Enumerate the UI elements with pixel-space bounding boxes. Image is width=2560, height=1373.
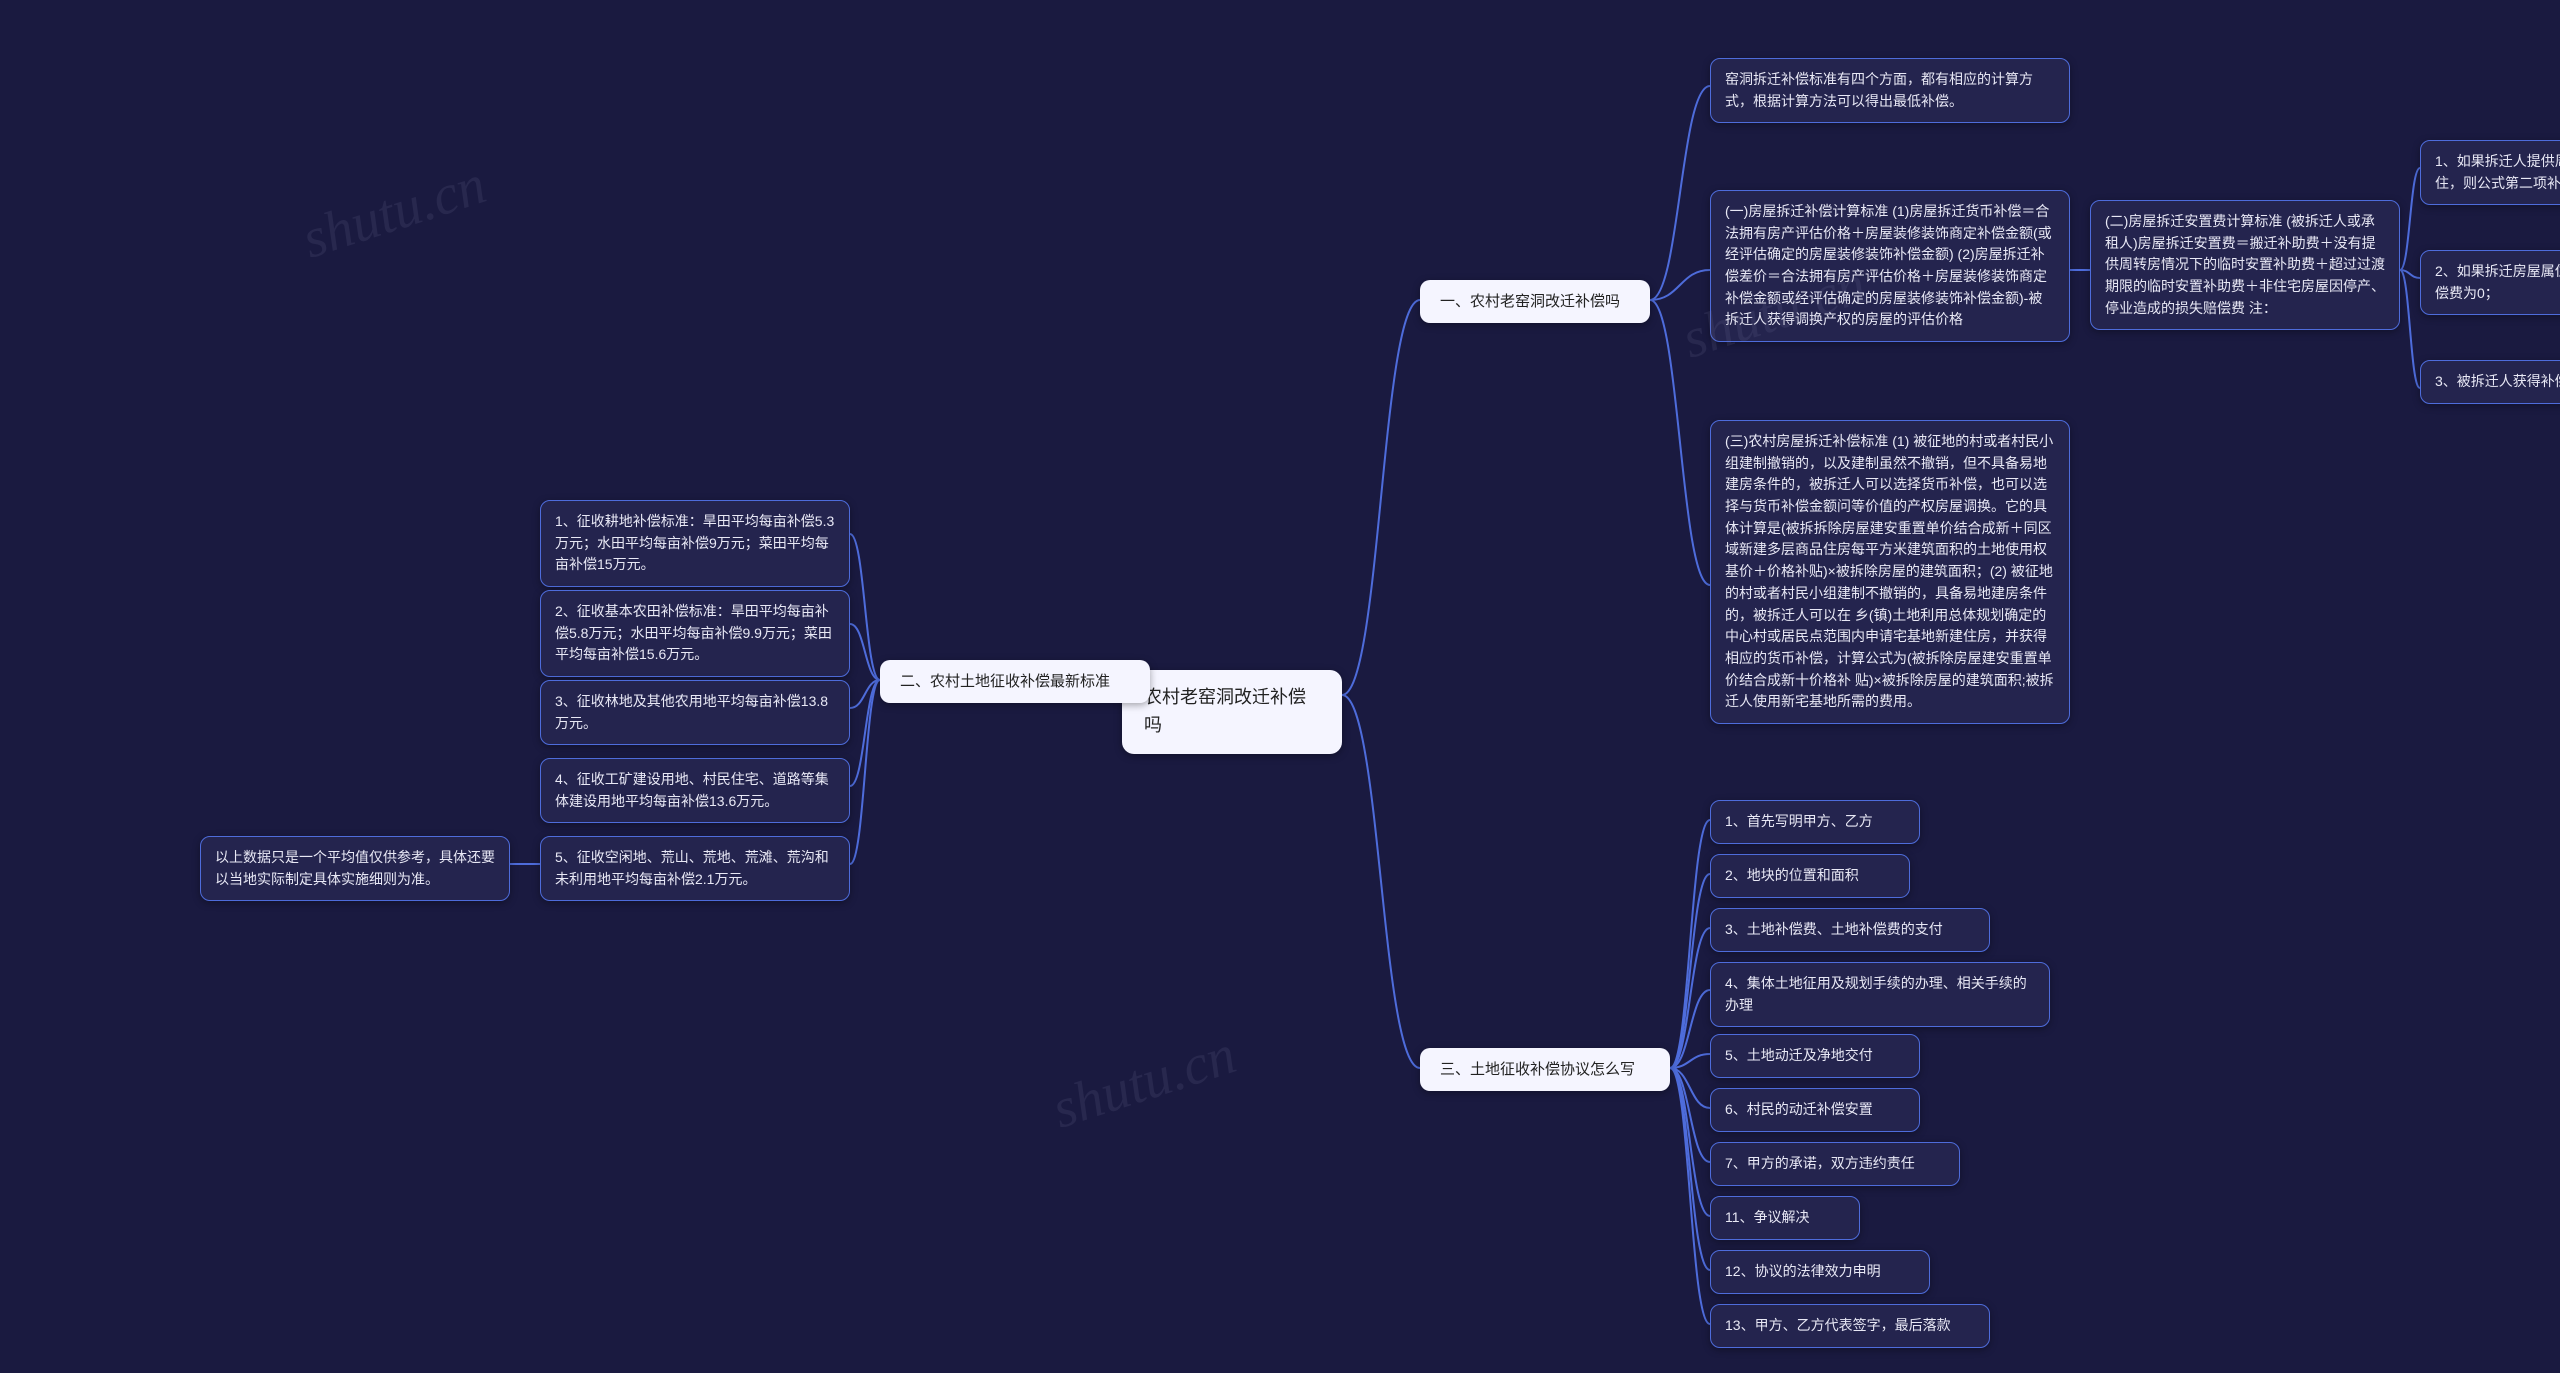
leaf-node: 6、村民的动迁补偿安置	[1710, 1088, 1920, 1132]
branch-node-label: 二、农村土地征收补偿最新标准	[900, 673, 1110, 690]
leaf-node-label: 4、征收工矿建设用地、村民住宅、道路等集体建设用地平均每亩补偿13.6万元。	[555, 771, 829, 809]
leaf-node-label: 4、集体土地征用及规划手续的办理、相关手续的办理	[1725, 975, 2027, 1013]
leaf-node: 11、争议解决	[1710, 1196, 1860, 1240]
leaf-node-label: 2、地块的位置和面积	[1725, 867, 1859, 883]
leaf-node-label: 2、如果拆迁房屋属住宅房屋，则公式第四项赔偿费为0；	[2435, 263, 2560, 301]
root-node: 农村老窑洞改迁补偿吗	[1122, 670, 1342, 754]
branch-node-label: 一、农村老窑洞改迁补偿吗	[1440, 293, 1620, 310]
leaf-node-label: 5、征收空闲地、荒山、荒地、荒滩、荒沟和未利用地平均每亩补偿2.1万元。	[555, 849, 829, 887]
leaf-node: 5、土地动迁及净地交付	[1710, 1034, 1920, 1078]
leaf-node: 1、征收耕地补偿标准：旱田平均每亩补偿5.3万元；水田平均每亩补偿9万元；菜田平…	[540, 500, 850, 587]
leaf-node-label: 13、甲方、乙方代表签字，最后落款	[1725, 1317, 1951, 1333]
leaf-node: 3、土地补偿费、土地补偿费的支付	[1710, 908, 1990, 952]
leaf-node-label: (二)房屋拆迁安置费计算标准 (被拆迁人或承租人)房屋拆迁安置费＝搬迁补助费＋没…	[2105, 213, 2385, 316]
leaf-node-label: 2、征收基本农田补偿标准：旱田平均每亩补偿5.8万元；水田平均每亩补偿9.9万元…	[555, 603, 832, 662]
leaf-node-label: 窑洞拆迁补偿标准有四个方面，都有相应的计算方式，根据计算方法可以得出最低补偿。	[1725, 71, 2033, 109]
leaf-node: (三)农村房屋拆迁补偿标准 (1) 被征地的村或者村民小组建制撤销的，以及建制虽…	[1710, 420, 2070, 724]
leaf-node-label: 1、如果拆迁人提供周转房且拆迁房屋使用人居住，则公式第二项补助费为0；	[2435, 153, 2560, 191]
leaf-node: 3、征收林地及其他农用地平均每亩补偿13.8万元。	[540, 680, 850, 745]
leaf-node: 2、地块的位置和面积	[1710, 854, 1910, 898]
watermark: shutu.cn	[1045, 1022, 1244, 1141]
leaf-node-label: 7、甲方的承诺，双方违约责任	[1725, 1155, 1915, 1171]
leaf-node-label: 5、土地动迁及净地交付	[1725, 1047, 1873, 1063]
leaf-node: 2、如果拆迁房屋属住宅房屋，则公式第四项赔偿费为0；	[2420, 250, 2560, 315]
leaf-node: (一)房屋拆迁补偿计算标准 (1)房屋拆迁货币补偿＝合法拥有房产评估价格＋房屋装…	[1710, 190, 2070, 342]
leaf-node: 4、征收工矿建设用地、村民住宅、道路等集体建设用地平均每亩补偿13.6万元。	[540, 758, 850, 823]
leaf-node-label: 1、征收耕地补偿标准：旱田平均每亩补偿5.3万元；水田平均每亩补偿9万元；菜田平…	[555, 513, 834, 572]
leaf-node: 2、征收基本农田补偿标准：旱田平均每亩补偿5.8万元；水田平均每亩补偿9.9万元…	[540, 590, 850, 677]
leaf-node: 3、被拆迁人获得补偿，表明该房屋由其自用。	[2420, 360, 2560, 404]
branch-node: 一、农村老窑洞改迁补偿吗	[1420, 280, 1650, 323]
leaf-node-label: 12、协议的法律效力申明	[1725, 1263, 1881, 1279]
watermark: shutu.cn	[295, 152, 494, 271]
root-node-label: 农村老窑洞改迁补偿吗	[1144, 687, 1306, 735]
leaf-node: 12、协议的法律效力申明	[1710, 1250, 1930, 1294]
leaf-node-label: (三)农村房屋拆迁补偿标准 (1) 被征地的村或者村民小组建制撤销的，以及建制虽…	[1725, 433, 2054, 709]
leaf-node-label: 3、被拆迁人获得补偿，表明该房屋由其自用。	[2435, 373, 2560, 389]
leaf-node-label: 1、首先写明甲方、乙方	[1725, 813, 1873, 829]
leaf-node: 以上数据只是一个平均值仅供参考，具体还要以当地实际制定具体实施细则为准。	[200, 836, 510, 901]
leaf-node-label: 3、征收林地及其他农用地平均每亩补偿13.8万元。	[555, 693, 828, 731]
leaf-node: 1、如果拆迁人提供周转房且拆迁房屋使用人居住，则公式第二项补助费为0；	[2420, 140, 2560, 205]
leaf-node: 7、甲方的承诺，双方违约责任	[1710, 1142, 1960, 1186]
leaf-node-label: 以上数据只是一个平均值仅供参考，具体还要以当地实际制定具体实施细则为准。	[215, 849, 495, 887]
leaf-node-label: 3、土地补偿费、土地补偿费的支付	[1725, 921, 1943, 937]
branch-node: 三、土地征收补偿协议怎么写	[1420, 1048, 1670, 1091]
leaf-node-label: 6、村民的动迁补偿安置	[1725, 1101, 1873, 1117]
leaf-node-label: 11、争议解决	[1725, 1209, 1810, 1225]
leaf-node-label: (一)房屋拆迁补偿计算标准 (1)房屋拆迁货币补偿＝合法拥有房产评估价格＋房屋装…	[1725, 203, 2052, 327]
leaf-node: 1、首先写明甲方、乙方	[1710, 800, 1920, 844]
leaf-node: 5、征收空闲地、荒山、荒地、荒滩、荒沟和未利用地平均每亩补偿2.1万元。	[540, 836, 850, 901]
leaf-node: 窑洞拆迁补偿标准有四个方面，都有相应的计算方式，根据计算方法可以得出最低补偿。	[1710, 58, 2070, 123]
branch-node-label: 三、土地征收补偿协议怎么写	[1440, 1061, 1635, 1078]
leaf-node: (二)房屋拆迁安置费计算标准 (被拆迁人或承租人)房屋拆迁安置费＝搬迁补助费＋没…	[2090, 200, 2400, 330]
branch-node: 二、农村土地征收补偿最新标准	[880, 660, 1150, 703]
leaf-node: 13、甲方、乙方代表签字，最后落款	[1710, 1304, 1990, 1348]
leaf-node: 4、集体土地征用及规划手续的办理、相关手续的办理	[1710, 962, 2050, 1027]
